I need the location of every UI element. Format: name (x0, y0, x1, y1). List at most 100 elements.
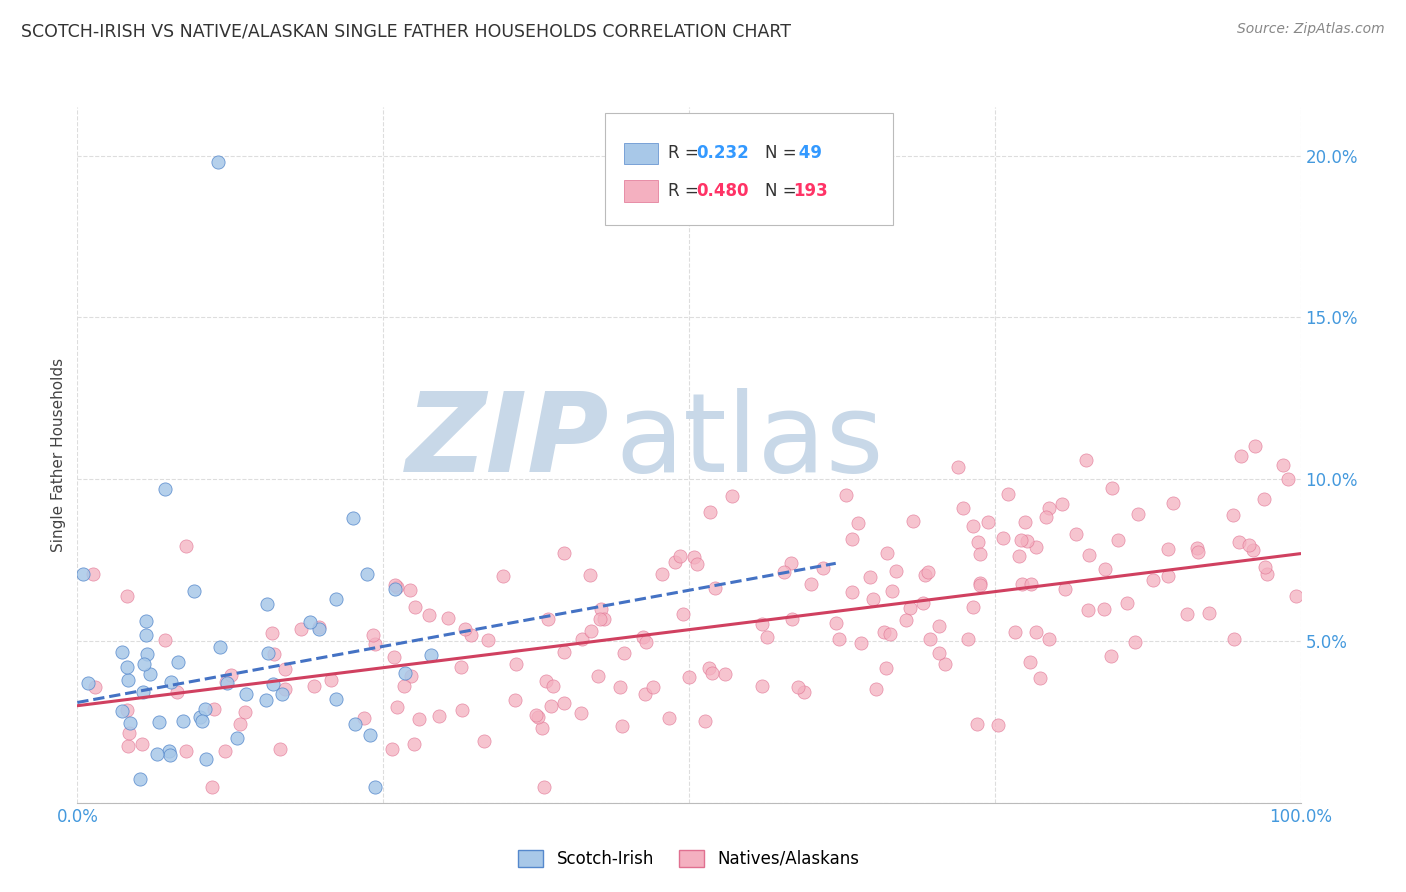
Point (1019, 655, 1042, 669)
Point (911, 596, 934, 610)
Text: N =: N = (765, 145, 801, 162)
Point (1157, 542, 1180, 557)
Point (956, 632, 979, 646)
Point (387, 699, 409, 714)
Point (571, 632, 593, 647)
Point (364, 780, 387, 794)
Point (356, 566, 378, 581)
Point (226, 731, 249, 745)
Point (229, 717, 252, 731)
Point (693, 714, 716, 728)
Point (82, 567, 104, 582)
Point (1101, 481, 1123, 495)
Text: R =: R = (668, 145, 704, 162)
Point (969, 547, 991, 561)
Point (399, 669, 422, 683)
Point (553, 696, 575, 710)
Point (751, 617, 773, 632)
Point (394, 679, 416, 693)
Point (1010, 533, 1032, 547)
Point (260, 626, 283, 640)
Legend: Scotch-Irish, Natives/Alaskans: Scotch-Irish, Natives/Alaskans (512, 843, 866, 874)
Point (460, 628, 482, 642)
Point (503, 692, 526, 706)
Point (700, 665, 723, 680)
Point (384, 582, 406, 596)
Point (876, 546, 898, 560)
Point (898, 600, 921, 615)
Point (304, 679, 326, 693)
Point (344, 717, 367, 731)
Point (176, 744, 198, 758)
Point (1285, 589, 1308, 603)
Point (419, 648, 441, 663)
Point (1101, 649, 1123, 664)
Point (533, 780, 555, 794)
Point (321, 673, 343, 687)
Point (188, 709, 211, 723)
Point (117, 725, 139, 739)
Point (586, 669, 609, 683)
Point (111, 704, 134, 718)
Point (966, 534, 988, 549)
Point (896, 613, 918, 627)
Point (1229, 534, 1251, 549)
Text: N =: N = (765, 182, 801, 200)
Point (325, 691, 347, 706)
Point (299, 615, 322, 630)
Point (634, 634, 657, 648)
Point (612, 719, 634, 733)
Point (167, 655, 190, 669)
Point (969, 576, 991, 591)
Point (204, 701, 226, 715)
Point (1157, 569, 1180, 583)
Point (780, 556, 803, 570)
Point (846, 516, 869, 530)
Text: 49: 49 (793, 145, 823, 162)
Point (111, 645, 134, 659)
Point (841, 532, 863, 546)
Point (117, 739, 139, 754)
Point (492, 569, 515, 583)
Point (541, 679, 564, 693)
Point (578, 568, 600, 582)
Point (1077, 603, 1099, 617)
Point (1142, 573, 1164, 587)
Point (404, 600, 426, 615)
Point (172, 714, 194, 728)
Point (135, 647, 157, 661)
Point (215, 675, 238, 690)
Point (669, 549, 692, 564)
Point (780, 612, 803, 626)
Point (384, 577, 406, 591)
Point (235, 687, 257, 701)
Point (290, 622, 312, 636)
Point (381, 742, 404, 756)
Text: 0.232: 0.232 (696, 145, 749, 162)
Point (682, 550, 704, 565)
Point (399, 583, 422, 598)
Point (1029, 671, 1052, 685)
Point (1066, 527, 1088, 541)
Point (991, 531, 1014, 545)
Point (361, 628, 384, 642)
Point (997, 487, 1019, 501)
Point (129, 772, 152, 787)
Point (969, 578, 991, 592)
Point (962, 518, 984, 533)
Point (325, 591, 347, 606)
Point (394, 666, 416, 681)
Point (418, 608, 440, 623)
Point (633, 687, 655, 701)
Point (256, 646, 278, 660)
Point (540, 699, 562, 714)
Point (404, 737, 426, 751)
Text: ZIP: ZIP (406, 387, 609, 494)
Point (672, 607, 695, 622)
Point (841, 585, 863, 599)
Point (120, 715, 142, 730)
Point (613, 646, 636, 660)
Text: R =: R = (668, 182, 704, 200)
Point (1254, 560, 1277, 574)
Point (270, 687, 292, 701)
